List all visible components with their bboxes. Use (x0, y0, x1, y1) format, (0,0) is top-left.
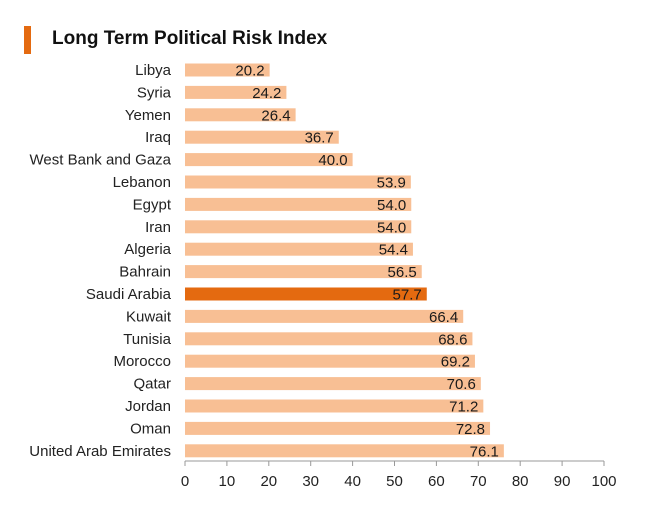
category-label: Algeria (124, 241, 171, 258)
category-label: Lebanon (113, 174, 171, 191)
data-label: 66.4 (429, 309, 458, 326)
category-label: Oman (130, 420, 171, 437)
bar (185, 220, 412, 234)
data-label: 53.9 (377, 175, 406, 192)
data-label: 69.2 (441, 354, 470, 371)
bar (185, 265, 422, 279)
data-label: 36.7 (305, 130, 334, 147)
bar (185, 153, 353, 167)
bar (185, 444, 504, 458)
bar (185, 130, 339, 144)
category-label: Syria (137, 84, 172, 101)
data-label: 56.5 (388, 264, 417, 281)
x-tick-label: 30 (302, 473, 319, 490)
x-tick-label: 80 (512, 473, 529, 490)
bar (185, 332, 473, 346)
x-tick-label: 20 (260, 473, 277, 490)
x-tick-label: 60 (428, 473, 445, 490)
category-label: Bahrain (119, 264, 171, 281)
bar (185, 242, 413, 256)
bar (185, 175, 411, 189)
category-label: Qatar (133, 376, 171, 393)
bar (185, 377, 481, 391)
bar (185, 63, 270, 77)
data-label: 72.8 (456, 421, 485, 438)
data-label: 70.6 (447, 376, 476, 393)
category-label: Kuwait (126, 308, 172, 325)
x-tick-label: 50 (386, 473, 403, 490)
data-label: 40.0 (318, 152, 347, 169)
data-label: 54.4 (379, 242, 408, 259)
bar (185, 85, 287, 99)
category-label: Jordan (125, 398, 171, 415)
x-tick-label: 100 (591, 473, 616, 490)
data-label: 20.2 (235, 63, 264, 80)
category-label: Iran (145, 219, 171, 236)
bar (185, 421, 491, 435)
data-label: 54.0 (377, 197, 406, 214)
bar-highlight (185, 287, 427, 301)
category-label: Morocco (113, 353, 171, 370)
category-label: Tunisia (123, 331, 171, 348)
bar (185, 197, 412, 211)
data-label: 24.2 (252, 85, 281, 102)
x-tick-label: 90 (554, 473, 571, 490)
data-label: 26.4 (261, 107, 290, 124)
bar (185, 399, 484, 413)
category-label: Egypt (133, 196, 172, 213)
category-label: West Bank and Gaza (30, 152, 172, 169)
category-label: Libya (135, 62, 172, 79)
x-tick-label: 40 (344, 473, 361, 490)
category-label: Saudi Arabia (86, 286, 172, 303)
data-label: 57.7 (393, 287, 422, 304)
chart-title: Long Term Political Risk Index (52, 28, 328, 49)
category-label: Yemen (125, 107, 171, 124)
title-accent-bar (24, 26, 31, 54)
data-label: 68.6 (438, 331, 467, 348)
data-label: 71.2 (449, 399, 478, 416)
bar (185, 354, 475, 368)
data-label: 76.1 (470, 443, 499, 460)
category-label: Iraq (145, 129, 171, 146)
bar (185, 108, 296, 122)
bar (185, 309, 464, 323)
x-tick-label: 70 (470, 473, 487, 490)
x-tick-label: 0 (181, 473, 189, 490)
data-label: 54.0 (377, 219, 406, 236)
category-label: United Arab Emirates (29, 443, 171, 460)
x-tick-label: 10 (219, 473, 236, 490)
